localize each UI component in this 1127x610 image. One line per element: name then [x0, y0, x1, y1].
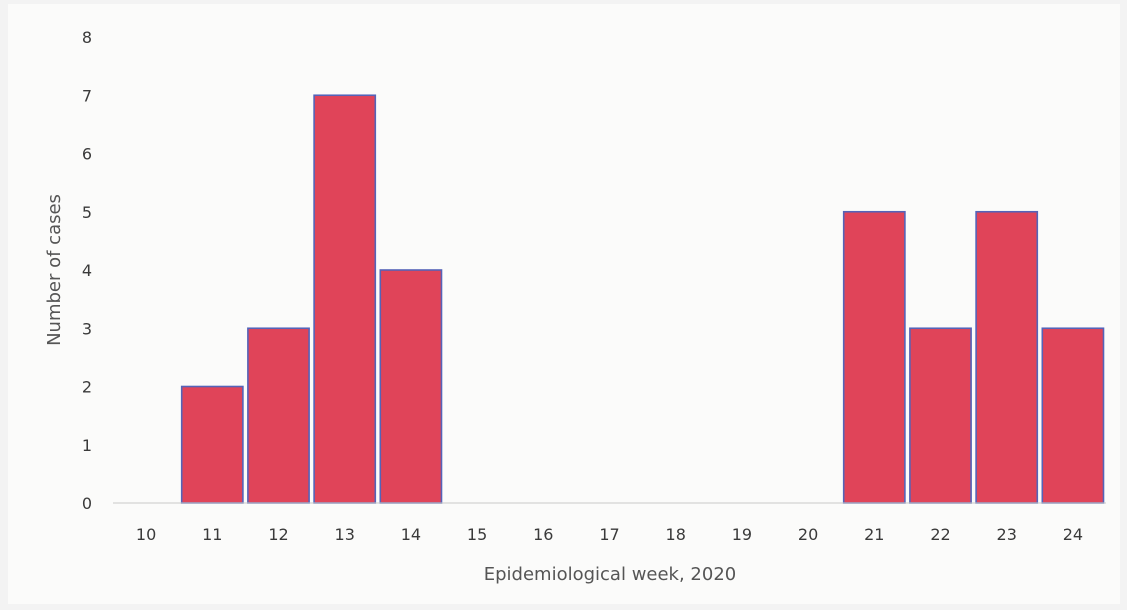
y-tick-label: 3: [82, 319, 92, 338]
x-tick-label: 24: [1063, 525, 1083, 544]
y-tick-label: 7: [82, 86, 92, 105]
y-tick-label: 2: [82, 378, 92, 397]
y-axis-ticks: 0 1 2 3 4 5 6 7 8: [82, 28, 92, 513]
x-tick-label: 15: [467, 525, 487, 544]
y-tick-label: 1: [82, 436, 92, 455]
bar-week-13: [313, 94, 377, 504]
x-axis-ticks: 10 11 12 13 14 15 16 17 18 19 20 21 22 23 24: [136, 525, 1083, 544]
x-tick-label: 17: [599, 525, 619, 544]
x-tick-label: 11: [202, 525, 222, 544]
y-tick-label: 0: [82, 494, 92, 513]
x-tick-label: 10: [136, 525, 156, 544]
y-tick-label: 5: [82, 203, 92, 222]
chart-background: [8, 4, 1120, 604]
x-tick-label: 19: [732, 525, 752, 544]
x-tick-label: 14: [401, 525, 421, 544]
x-tick-label: 12: [268, 525, 288, 544]
x-tick-label: 18: [666, 525, 686, 544]
x-tick-label: 23: [997, 525, 1017, 544]
y-tick-label: 4: [82, 261, 92, 280]
bars: [180, 94, 1105, 504]
bar-week-21: [842, 210, 906, 504]
bar-week-22: [909, 327, 972, 504]
x-tick-label: 16: [533, 525, 553, 544]
x-axis-title: Epidemiological week, 2020: [484, 564, 736, 585]
x-tick-label: 21: [864, 525, 884, 544]
bar-week-11: [180, 385, 244, 504]
bar-week-23: [975, 210, 1039, 504]
x-tick-label: 13: [335, 525, 355, 544]
bar-week-24: [1041, 327, 1105, 504]
y-tick-label: 8: [82, 28, 92, 47]
x-tick-label: 22: [930, 525, 950, 544]
x-tick-label: 20: [798, 525, 818, 544]
bar-week-14: [379, 269, 443, 504]
y-axis-title: Number of cases: [44, 194, 65, 346]
bar-week-12: [247, 327, 310, 504]
y-tick-label: 6: [82, 145, 92, 164]
